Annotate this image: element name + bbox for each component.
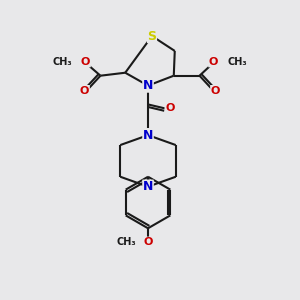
Text: CH₃: CH₃	[116, 237, 136, 247]
Text: S: S	[148, 30, 157, 43]
Text: O: O	[143, 237, 153, 247]
Text: O: O	[165, 103, 175, 113]
Text: CH₃: CH₃	[227, 57, 247, 67]
Text: O: O	[81, 57, 90, 67]
Text: N: N	[143, 79, 153, 92]
Text: O: O	[80, 85, 89, 96]
Text: N: N	[143, 180, 153, 193]
Text: O: O	[209, 57, 218, 67]
Text: O: O	[211, 85, 220, 96]
Text: CH₃: CH₃	[52, 57, 72, 67]
Text: N: N	[143, 129, 153, 142]
